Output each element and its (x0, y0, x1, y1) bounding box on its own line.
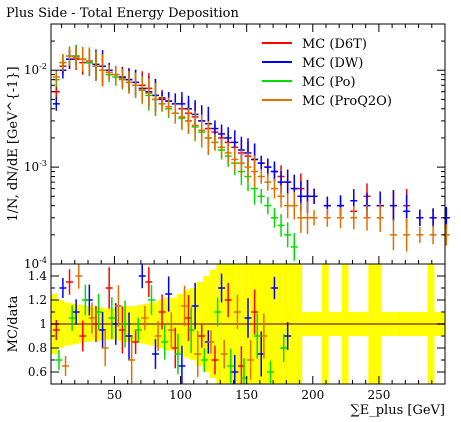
main-panel: 10-4 10-3 10-2 1/N, dN/dE [GeV^{-1}] MC (D… (6, 23, 450, 271)
ratio-panel: 0.6 0.8 1 1.2 1.4 50 100 150 200 250 MC/data ∑E_… (6, 24, 446, 418)
ratio-y-tick-label: 1 (39, 317, 47, 331)
ratio-y-tick-label: 0.6 (28, 365, 47, 379)
x-axis-label: ∑E_plus [GeV] (350, 403, 445, 418)
legend-label: MC (Po) (302, 75, 356, 90)
legend-label: MC (D6T) (302, 37, 367, 52)
x-tick-label: 250 (367, 388, 390, 402)
x-tick-label: 150 (235, 388, 258, 402)
legend: MC (D6T) MC (DW) MC (Po) MC (ProQ2O) (262, 37, 392, 109)
main-y-tick-label: 10-3 (24, 159, 47, 174)
x-tick-label: 200 (301, 388, 324, 402)
main-y-tick-label: 10-4 (24, 256, 47, 271)
ratio-y-tick-label: 1.2 (28, 293, 47, 307)
main-y-tick-label: 10-2 (24, 62, 47, 77)
chart-title: Plus Side - Total Energy Deposition (6, 6, 239, 21)
ratio-y-axis-label: MC/data (6, 295, 21, 352)
x-tick-label: 100 (169, 388, 192, 402)
main-y-axis-label: 1/N, dN/dE [GeV^{-1}] (6, 66, 21, 221)
legend-label: MC (DW) (302, 56, 363, 71)
ratio-y-tick-label: 1.4 (28, 269, 47, 283)
legend-label: MC (ProQ2O) (302, 94, 392, 109)
x-tick-label: 50 (107, 388, 122, 402)
ratio-y-tick-label: 0.8 (28, 341, 47, 355)
